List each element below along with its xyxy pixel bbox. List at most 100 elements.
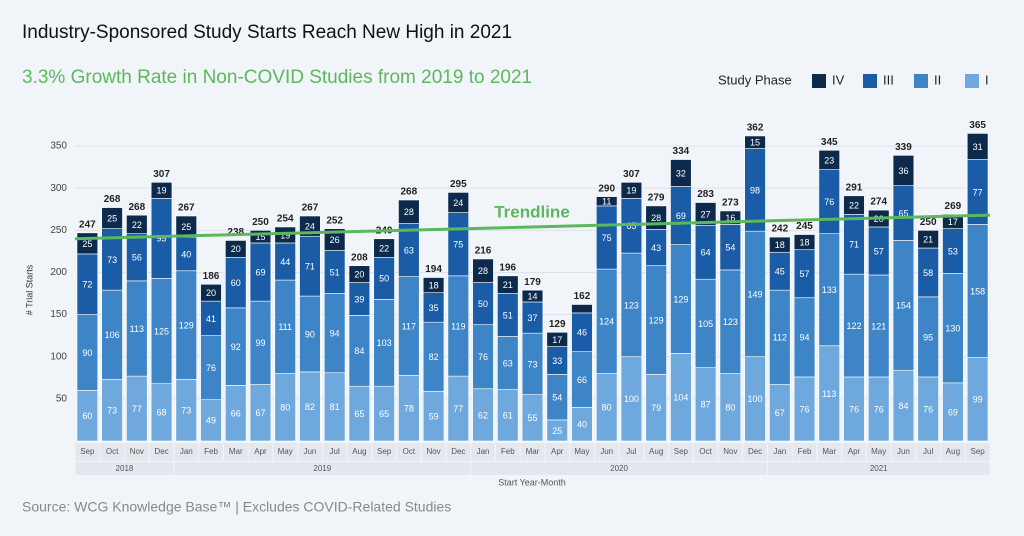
month-cell xyxy=(619,443,644,461)
total-label: 186 xyxy=(203,271,220,282)
x-tick-label: May xyxy=(574,447,589,456)
month-cell xyxy=(916,443,941,461)
data-label: 22 xyxy=(849,200,859,210)
data-label: 104 xyxy=(673,393,688,403)
data-label: 76 xyxy=(800,404,810,414)
total-label: 247 xyxy=(79,220,96,231)
data-label: 77 xyxy=(132,404,142,414)
year-cell xyxy=(471,462,767,475)
data-label: 113 xyxy=(130,324,144,334)
data-label: 67 xyxy=(255,408,265,418)
data-label: 25 xyxy=(552,426,562,436)
x-tick-label: Jan xyxy=(477,447,490,456)
data-label: 20 xyxy=(206,288,216,298)
total-label: 129 xyxy=(549,319,566,330)
bar-segment xyxy=(744,135,766,149)
data-label: 54 xyxy=(725,243,735,253)
data-label: 95 xyxy=(923,332,933,342)
data-label: 22 xyxy=(379,243,389,253)
data-label: 56 xyxy=(132,253,142,263)
data-label: 59 xyxy=(429,412,439,422)
x-tick-label: Nov xyxy=(130,447,144,456)
data-label: 20 xyxy=(231,244,241,254)
month-cell xyxy=(75,443,100,461)
month-cell xyxy=(396,443,421,461)
chart-subtitle: 3.3% Growth Rate in Non-COVID Studies fr… xyxy=(22,67,532,88)
y-tick-label: 150 xyxy=(50,309,67,320)
y-tick-label: 300 xyxy=(50,183,67,194)
data-label: 105 xyxy=(698,319,713,329)
total-label: 179 xyxy=(524,277,541,288)
data-label: 36 xyxy=(898,166,908,176)
y-tick-label: 200 xyxy=(50,267,67,278)
data-label: 75 xyxy=(453,240,463,250)
bar-segment xyxy=(150,182,173,199)
total-label: 345 xyxy=(821,137,838,148)
data-label: 90 xyxy=(82,348,92,358)
data-label: 81 xyxy=(330,402,340,412)
data-label: 51 xyxy=(503,310,513,320)
x-tick-label: Jun xyxy=(897,447,910,456)
x-tick-label: Feb xyxy=(798,447,812,456)
month-cell xyxy=(644,443,669,461)
data-label: 18 xyxy=(800,238,810,248)
x-tick-label: Aug xyxy=(649,447,663,456)
total-label: 339 xyxy=(895,142,912,153)
legend-label: II xyxy=(934,72,941,87)
data-label: 76 xyxy=(478,352,488,362)
data-label: 94 xyxy=(330,329,340,339)
bar-segment xyxy=(323,228,346,251)
total-label: 365 xyxy=(969,120,986,131)
x-tick-label: Feb xyxy=(204,447,218,456)
data-label: 18 xyxy=(429,280,439,290)
data-label: 90 xyxy=(305,329,315,339)
month-cell xyxy=(743,443,767,461)
total-label: 238 xyxy=(227,227,244,238)
data-label: 15 xyxy=(255,232,265,242)
year-label: 2018 xyxy=(116,464,134,473)
data-label: 57 xyxy=(874,246,884,256)
x-tick-label: Dec xyxy=(451,447,465,456)
data-label: 35 xyxy=(429,303,439,313)
data-label: 77 xyxy=(973,187,983,197)
x-tick-label: Sep xyxy=(80,447,95,456)
data-label: 80 xyxy=(602,403,612,413)
month-cell xyxy=(965,443,990,461)
year-label: 2019 xyxy=(313,464,331,473)
month-cell xyxy=(817,443,842,461)
total-label: 268 xyxy=(401,187,418,198)
total-label: 268 xyxy=(104,194,121,205)
total-label: 307 xyxy=(153,169,170,180)
bar-segment xyxy=(917,230,939,249)
data-label: 100 xyxy=(624,394,639,404)
total-label: 196 xyxy=(499,262,516,273)
month-cell xyxy=(248,443,273,461)
month-cell xyxy=(842,443,866,461)
total-label: 245 xyxy=(796,221,813,232)
month-cell xyxy=(446,443,471,461)
bar-segment xyxy=(225,240,247,258)
data-label: 64 xyxy=(701,248,711,258)
data-label: 123 xyxy=(723,317,738,327)
data-label: 33 xyxy=(552,356,562,366)
month-cell xyxy=(471,443,495,461)
data-label: 77 xyxy=(453,404,463,414)
data-label: 68 xyxy=(157,408,167,418)
data-label: 53 xyxy=(948,246,958,256)
data-label: 20 xyxy=(354,270,364,280)
x-tick-label: Dec xyxy=(748,447,762,456)
month-cell xyxy=(124,443,149,461)
total-label: 250 xyxy=(920,217,937,228)
x-tick-label: Jul xyxy=(923,447,933,456)
total-label: 250 xyxy=(252,217,269,228)
data-label: 66 xyxy=(231,409,241,419)
data-label: 62 xyxy=(478,410,488,420)
data-label: 24 xyxy=(305,221,315,231)
data-label: 113 xyxy=(822,389,836,399)
month-cell xyxy=(941,443,965,461)
data-label: 123 xyxy=(624,300,639,310)
data-label: 112 xyxy=(773,333,787,343)
bar-segment xyxy=(126,214,148,235)
data-label: 17 xyxy=(552,335,562,345)
year-label: 2020 xyxy=(610,464,628,473)
